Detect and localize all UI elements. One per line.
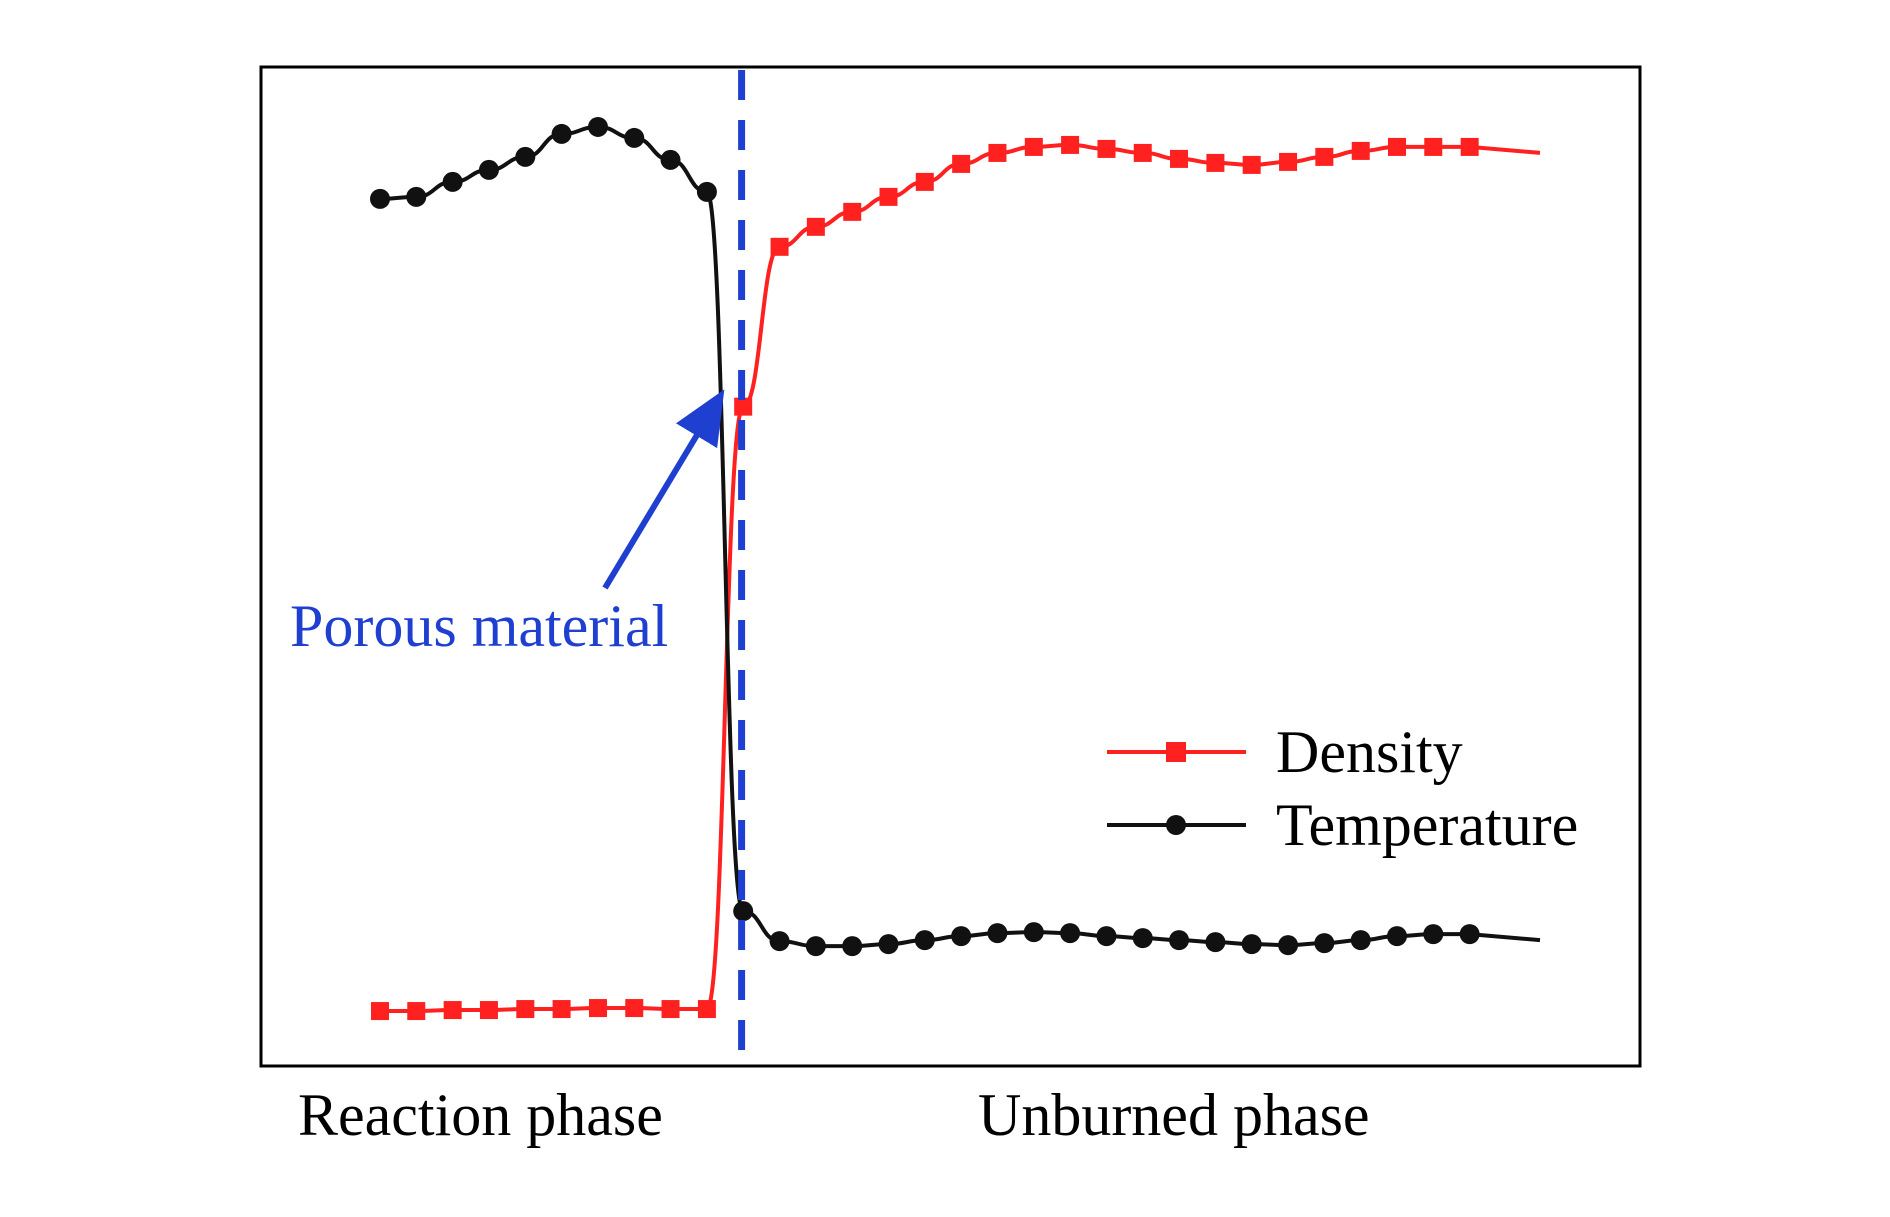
data-point-temperature [987,923,1008,944]
data-point-density [1206,153,1225,172]
data-point-density [443,1001,462,1020]
data-point-density [734,397,753,416]
data-point-temperature [442,171,463,192]
data-point-temperature [1205,932,1226,953]
data-point-density [479,1001,498,1020]
data-point-density [988,143,1007,162]
data-point-temperature [805,936,826,957]
data-point-temperature [914,930,935,951]
data-point-temperature [1241,934,1262,955]
legend-marker-density [1166,742,1186,762]
data-point-density [952,154,971,173]
data-point-temperature [1423,924,1444,945]
legend: Density Temperature [1107,719,1578,858]
data-point-temperature [696,181,717,202]
series-layer [370,116,1541,1021]
data-point-density [770,237,789,256]
data-point-density [516,1000,535,1019]
data-point-density [806,217,825,236]
data-point-temperature [733,901,754,922]
legend-label-temperature: Temperature [1276,792,1578,858]
data-point-density [371,1002,389,1021]
porous-material-annotation: Porous material [290,593,668,659]
data-point-temperature [878,934,899,955]
data-point-temperature [370,188,390,209]
data-point-temperature [1096,926,1117,947]
plot-frame [259,65,1642,1068]
data-point-density [1351,141,1370,160]
data-point-density [843,202,862,221]
data-point-temperature [1459,924,1480,945]
legend-marker-temperature [1166,815,1186,835]
data-point-temperature [842,936,863,957]
data-point-density [625,999,644,1018]
data-point-temperature [1350,930,1371,951]
data-point-density [1424,137,1443,156]
data-point-temperature [624,127,645,148]
data-point-density [1315,147,1334,166]
data-point-temperature [1132,928,1153,949]
data-point-density [661,1000,680,1019]
data-point-density [1024,137,1043,156]
legend-label-density: Density [1276,719,1463,785]
region-label-reaction: Reaction phase [298,1082,663,1148]
data-point-density [407,1002,426,1021]
data-point-density [1061,135,1080,154]
data-point-density [588,999,607,1018]
data-point-density [1279,152,1298,171]
porous-material-arrow [602,389,725,590]
data-point-temperature [1387,926,1407,947]
data-point-density [1388,137,1406,156]
data-point-density [915,172,934,191]
data-point-density [1460,137,1479,156]
region-label-unburned: Unburned phase [978,1082,1370,1148]
series-line-density [380,142,1541,1014]
data-point-temperature [1278,935,1299,956]
data-point-temperature [478,159,499,180]
data-point-density [1242,155,1261,174]
data-point-temperature [660,149,681,170]
data-point-density [1097,139,1116,158]
data-point-density [1170,149,1189,168]
data-point-temperature [1169,930,1190,951]
data-point-density [879,187,898,206]
data-point-temperature [769,931,790,952]
data-point-temperature [587,116,608,137]
data-point-temperature [551,123,572,144]
data-point-density [552,1000,571,1019]
data-point-density [697,1000,716,1019]
data-point-temperature [1314,933,1335,954]
data-point-temperature [951,926,972,947]
data-point-temperature [1060,923,1081,944]
data-point-temperature [515,146,536,167]
data-point-temperature [406,186,427,207]
data-point-temperature [1023,922,1044,943]
data-point-density [1133,143,1152,162]
